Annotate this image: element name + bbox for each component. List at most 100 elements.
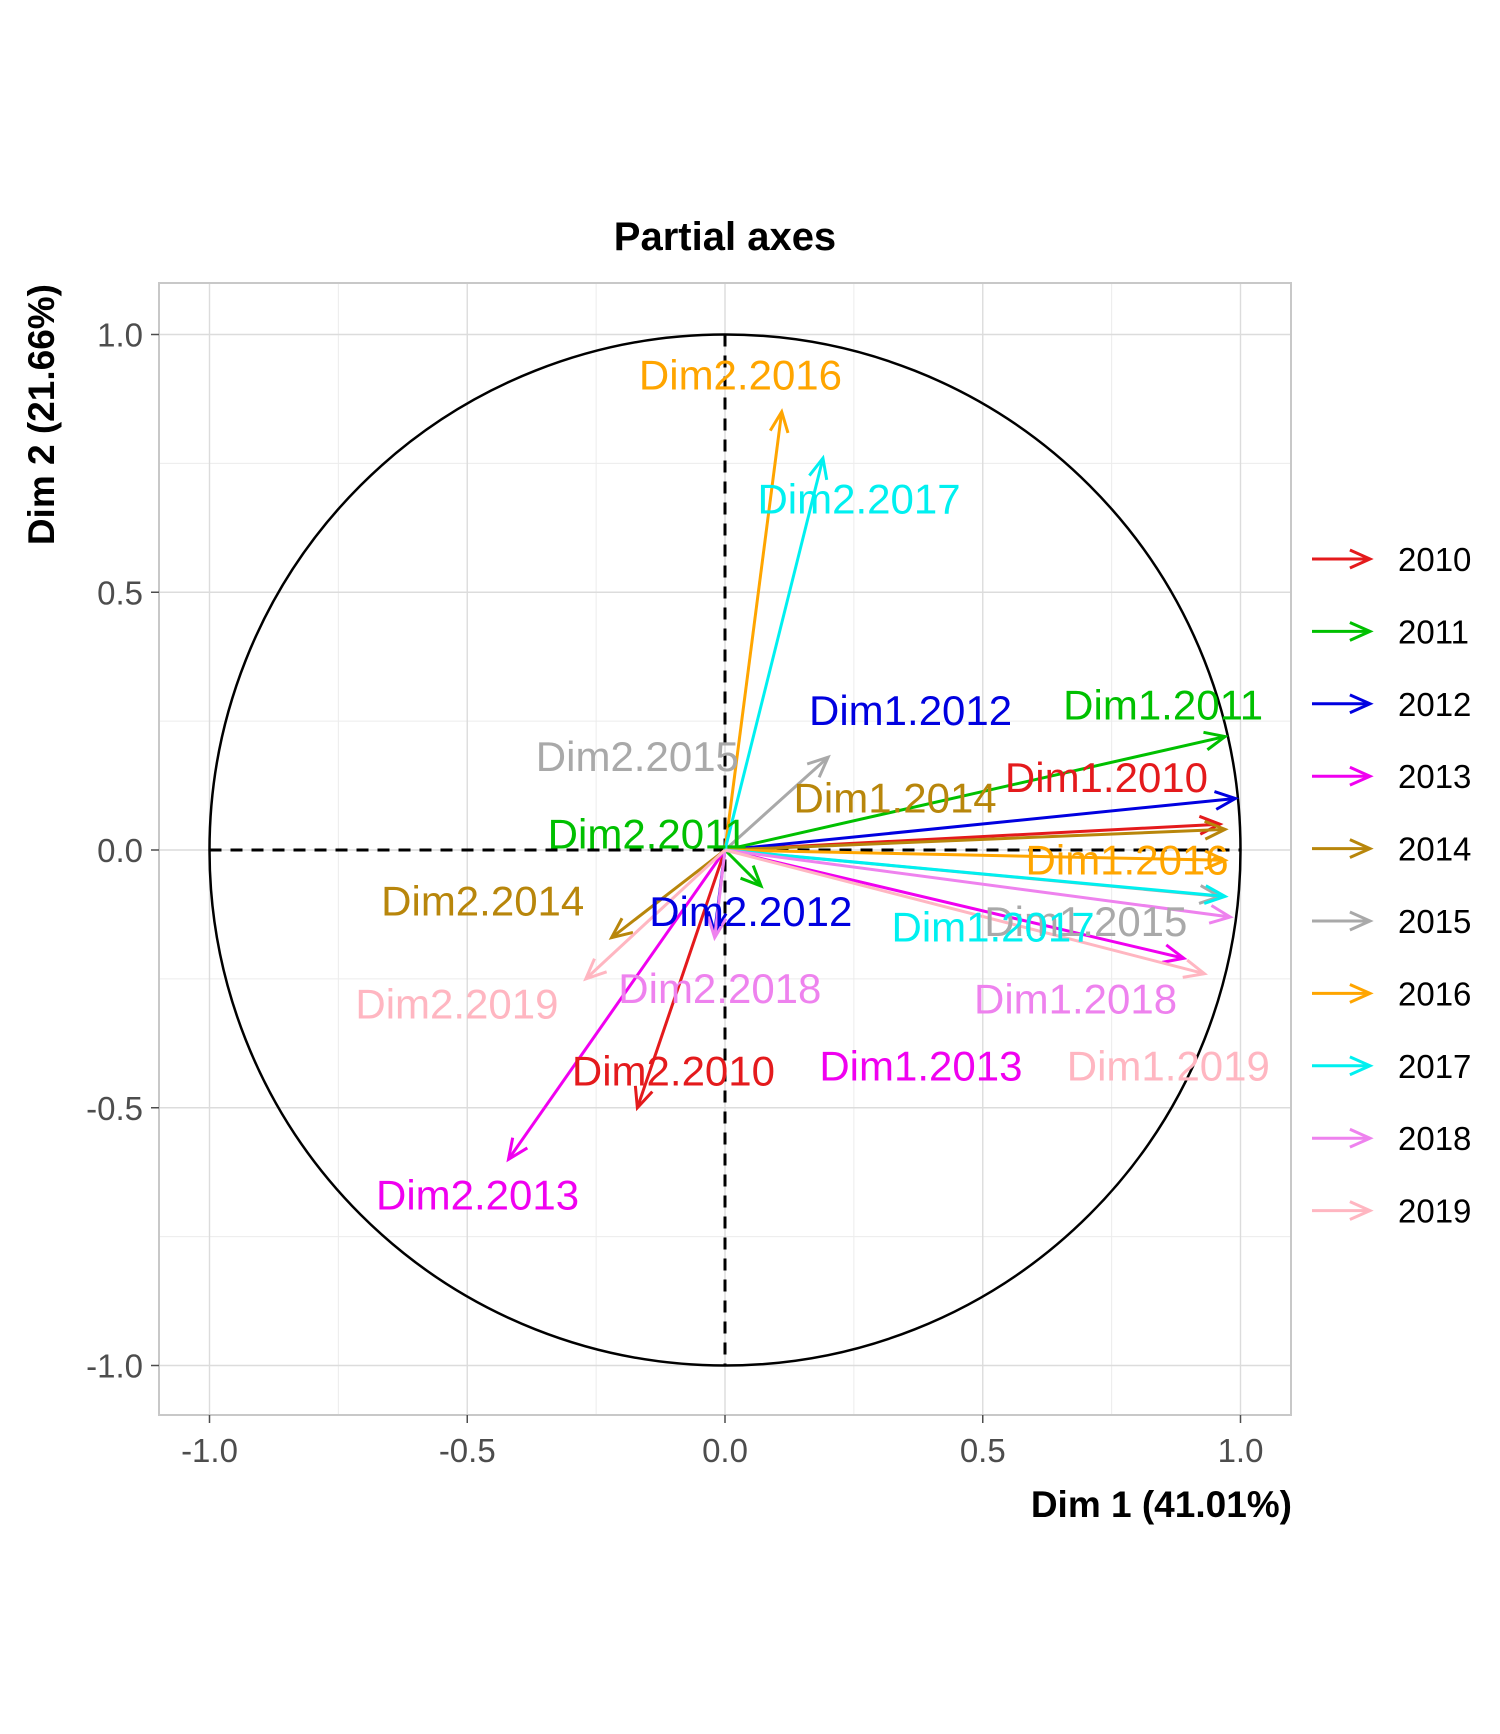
y-tick-label: 1.0 xyxy=(97,317,143,354)
chart-title: Partial axes xyxy=(614,215,836,259)
legend: 2010 2011 2012 2013 2014 2015 2016 2017 2018 2019 xyxy=(1312,541,1471,1230)
arrow-label: Dim2.2012 xyxy=(649,888,852,935)
arrow-shaft xyxy=(724,848,1231,919)
y-tick-label: 0.0 xyxy=(97,832,143,869)
unit-circle xyxy=(208,333,1242,1367)
arrow-label: Dim2.2013 xyxy=(376,1171,579,1218)
arrow-dim1-2011 xyxy=(724,730,1229,852)
x-tick-label: 1.0 xyxy=(1218,1432,1264,1469)
legend-key-head xyxy=(1349,1127,1374,1149)
arrow-shaft xyxy=(724,827,1226,852)
arrow-dim1-2012 xyxy=(724,790,1240,852)
arrow-shaft xyxy=(635,849,727,1109)
arrow-head xyxy=(1213,790,1240,811)
arrow-label: Dim2.2017 xyxy=(757,475,960,522)
arrow-head xyxy=(583,958,608,982)
x-tick-label: -0.5 xyxy=(439,1432,496,1469)
legend-key-head xyxy=(1349,693,1374,715)
legend-key-head xyxy=(1349,548,1374,570)
arrow-head xyxy=(1204,819,1229,841)
legend-label: 2013 xyxy=(1398,758,1471,795)
arrow-label-layer: Dim1.2010 Dim2.2010 Dim1.2011 Dim2.2011 Dim1… xyxy=(355,352,1269,1219)
arrow-head xyxy=(706,916,728,942)
correlation-circle xyxy=(208,333,1242,1367)
arrow-shaft xyxy=(713,849,727,938)
legend-item-2016: 2016 xyxy=(1312,975,1471,1012)
legend-label: 2017 xyxy=(1398,1048,1471,1085)
arrow-head xyxy=(1204,849,1229,871)
legend-label: 2010 xyxy=(1398,541,1471,578)
arrow-layer xyxy=(506,408,1240,1163)
legend-key-head xyxy=(1349,1055,1374,1077)
arrow-head xyxy=(608,917,634,940)
arrow-shaft xyxy=(724,796,1236,852)
arrow-dim2-2014 xyxy=(608,848,726,940)
arrow-dim1-2018 xyxy=(724,848,1234,925)
legend-item-2019: 2019 xyxy=(1312,1193,1471,1230)
arrow-dim1-2019 xyxy=(724,848,1208,979)
arrow-label: Dim2.2015 xyxy=(536,733,739,780)
arrow-label: Dim1.2010 xyxy=(1005,754,1208,801)
legend-key-head xyxy=(1349,1200,1374,1221)
legend-item-2011: 2011 xyxy=(1312,613,1469,650)
arrow-dim1-2014 xyxy=(724,819,1229,852)
arrow-head xyxy=(1208,904,1234,925)
arrow-dim2-2019 xyxy=(583,848,727,982)
legend-key-head xyxy=(1349,621,1374,642)
arrow-shaft xyxy=(723,848,763,888)
y-tick-label: -1.0 xyxy=(86,1348,143,1385)
legend-label: 2018 xyxy=(1398,1120,1471,1157)
x-tick-label: 0.0 xyxy=(702,1432,748,1469)
legend-key-head xyxy=(1349,838,1374,859)
legend-label: 2015 xyxy=(1398,903,1471,940)
legend-label: 2019 xyxy=(1398,1193,1471,1230)
arrow-head xyxy=(633,1085,654,1112)
y-axis-title: Dim 2 (21.66%) xyxy=(21,284,62,545)
legend-item-2017: 2017 xyxy=(1312,1048,1471,1085)
arrow-dim2-2011 xyxy=(723,848,764,889)
arrow-label: Dim1.2013 xyxy=(819,1043,1022,1090)
arrow-label: Dim2.2011 xyxy=(548,811,748,858)
arrow-dim2-2016 xyxy=(723,408,790,851)
x-tick-label: -1.0 xyxy=(181,1432,238,1469)
arrow-dim2-2010 xyxy=(633,849,727,1112)
arrow-dim2-2017 xyxy=(723,454,829,851)
arrow-head xyxy=(506,1137,529,1163)
x-axis-title: Dim 1 (41.01%) xyxy=(1031,1484,1292,1525)
arrow-head xyxy=(1203,730,1229,751)
legend-key-head xyxy=(1349,765,1374,787)
arrow-dim2-2015 xyxy=(723,754,831,852)
legend-item-2012: 2012 xyxy=(1312,686,1471,723)
arrow-shaft xyxy=(723,457,825,851)
y-tick-label: 0.5 xyxy=(97,574,143,611)
legend-label: 2011 xyxy=(1398,613,1469,650)
arrow-shaft xyxy=(723,411,784,851)
arrow-label: Dim1.2018 xyxy=(974,975,1177,1022)
y-axis-ticks: -1.0 -0.5 0.0 0.5 1.0 xyxy=(86,317,159,1385)
legend-item-2014: 2014 xyxy=(1312,831,1471,868)
arrow-label: Dim2.2016 xyxy=(639,352,842,399)
arrow-dim2-2013 xyxy=(506,849,727,1163)
arrow-label: Dim1.2019 xyxy=(1067,1043,1270,1090)
arrow-shaft xyxy=(724,848,1205,976)
arrow-label: Dim1.2011 xyxy=(1063,682,1263,729)
arrow-head xyxy=(768,408,790,434)
legend-key-head xyxy=(1349,983,1374,1004)
arrow-shaft xyxy=(584,848,727,980)
arrow-dim1-2013 xyxy=(724,848,1188,964)
arrow-label: Dim1.2015 xyxy=(984,898,1187,945)
arrow-shaft xyxy=(724,848,1226,862)
arrow-head xyxy=(1161,943,1188,964)
arrow-head xyxy=(1203,884,1229,905)
arrow-dim1-2016 xyxy=(724,848,1229,871)
arrow-label: Dim2.2010 xyxy=(572,1048,775,1095)
x-axis-ticks: -1.0 -0.5 0.0 0.5 1.0 xyxy=(181,1415,1263,1469)
legend-label: 2014 xyxy=(1398,831,1471,868)
arrow-head xyxy=(806,754,831,778)
legend-item-2015: 2015 xyxy=(1312,903,1471,940)
arrow-label: Dim1.2014 xyxy=(794,774,997,821)
arrow-shaft xyxy=(724,848,1185,960)
legend-item-2018: 2018 xyxy=(1312,1120,1471,1157)
arrow-shaft xyxy=(723,756,830,852)
